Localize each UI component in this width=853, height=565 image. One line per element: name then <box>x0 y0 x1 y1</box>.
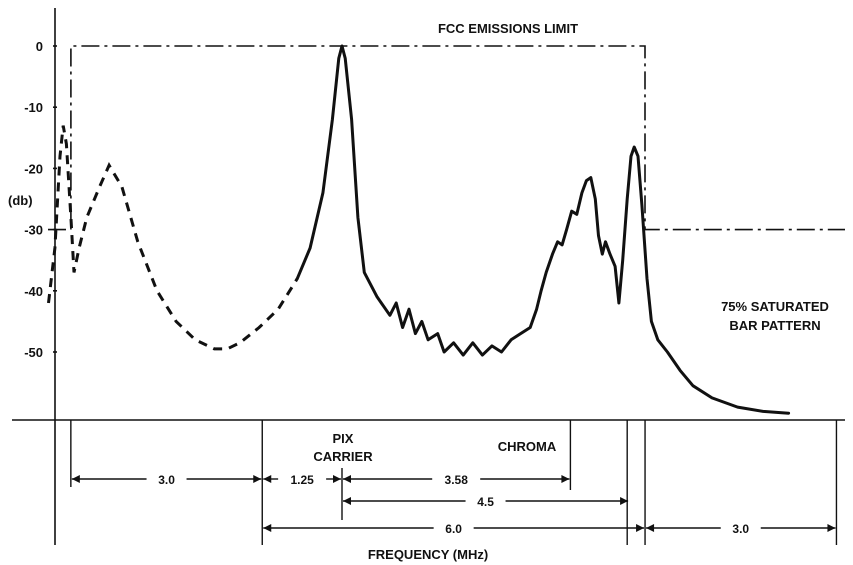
pix-carrier-label-line-1: PIX <box>333 431 354 446</box>
arrow-head <box>333 475 341 483</box>
dimension-label: 3.0 <box>732 522 749 536</box>
arrow-head <box>343 475 351 483</box>
arrow-head <box>343 497 351 505</box>
arrow-head <box>263 475 272 483</box>
arrow-head <box>253 475 262 483</box>
arrow-head <box>646 524 655 532</box>
y-tick-label: -40 <box>24 284 43 299</box>
fcc-emissions-limit-line <box>48 45 845 231</box>
y-tick-label: -10 <box>24 100 43 115</box>
dimension-label: 3.58 <box>445 473 469 487</box>
dimension-label: 1.25 <box>290 473 314 487</box>
y-tick-label: -50 <box>24 345 43 360</box>
bar-pattern-label-line-2: BAR PATTERN <box>729 318 820 333</box>
chroma-label: CHROMA <box>498 439 557 454</box>
dimension-label: 4.5 <box>477 495 494 509</box>
arrow-head <box>263 524 272 532</box>
series-group <box>47 44 791 415</box>
arrow-head <box>71 475 80 483</box>
spectrum-curve-solid <box>295 44 791 415</box>
y-tick-label: -30 <box>24 223 43 238</box>
dimension-label: 6.0 <box>445 522 462 536</box>
y-tick-label: 0 <box>36 39 43 54</box>
dimension-reference-lines <box>70 420 838 545</box>
bar-pattern-label-line-1: 75% SATURATED <box>721 299 829 314</box>
arrow-head <box>827 524 836 532</box>
arrow-head <box>561 475 570 483</box>
y-axis-label: (db) <box>8 193 33 208</box>
arrow-head <box>620 497 629 505</box>
pix-carrier-label-line-2: CARRIER <box>313 449 373 464</box>
x-axis-label: FREQUENCY (MHz) <box>368 547 488 562</box>
spectrum-curve-dashed <box>47 125 299 351</box>
fcc-emissions-limit-label: FCC EMISSIONS LIMIT <box>438 21 578 36</box>
dimension-label: 3.0 <box>158 473 175 487</box>
dimension-arrows: 3.0 1.25 3.58 4.5 6.0 3.0 <box>71 473 836 536</box>
axes <box>12 8 845 545</box>
arrow-head <box>636 524 645 532</box>
y-tick-label: -20 <box>24 161 43 176</box>
